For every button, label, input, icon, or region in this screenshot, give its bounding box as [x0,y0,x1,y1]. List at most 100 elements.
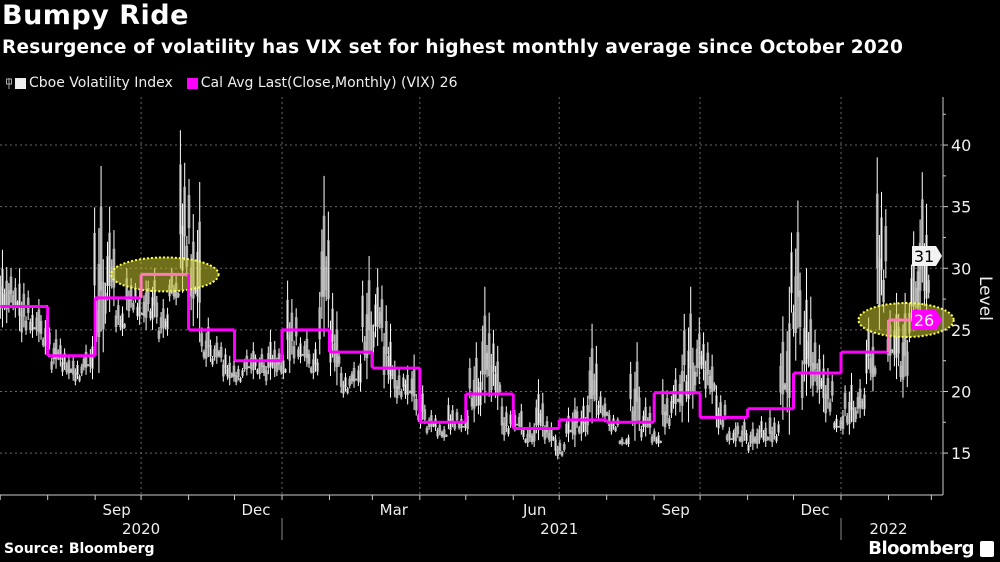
vix-candle-body [239,377,242,382]
vix-candle-body [228,362,232,379]
vix-candle-body [37,309,41,332]
vix-candle-body [144,292,148,318]
vix-candle-body [743,422,746,435]
vix-candle-body [211,358,214,365]
vix-week-bar [704,342,716,404]
monthly-avg-last-value-tag [912,310,942,331]
vix-week-bar [50,329,62,374]
vix-candle-body [556,448,560,457]
vix-candle-body [822,368,825,399]
vix-candle-body [751,428,755,444]
vix-candle-body [610,424,613,432]
vix-candle-body [78,376,81,381]
vix-candle-body [796,232,800,297]
vix-week-bar [790,200,802,361]
vix-candle-body [884,226,888,262]
vix-week-bar [318,175,330,355]
vix-week-bar [297,329,309,367]
vix-candle-body [697,333,701,368]
vix-candle-body [241,370,244,376]
vix-candle-body [788,323,791,398]
legend-label-monthly-avg: Cal Avg Last(Close,Monthly) (VIX) 26 [200,75,458,91]
vix-week-bar [254,348,266,380]
vix-candle-body [116,305,120,319]
vix-candle-body [468,367,472,389]
vix-candle-body [850,385,853,411]
y-tick-label: 35 [951,198,971,217]
vix-week-bar [650,428,662,447]
vix-candle-body [770,431,774,443]
vix-week-bar [93,166,105,374]
vix-candle-body [206,327,210,348]
vix-candle-body [682,330,686,365]
vix-week-bar [747,422,759,454]
vix-candle-body [63,353,66,365]
vix-candle-body [871,346,875,378]
vix-candle-body [599,396,602,408]
vix-candle-body [590,348,594,399]
vix-candle-body [232,365,236,377]
vix-candle-body [76,365,79,375]
y-tick-label: 20 [951,382,971,401]
vix-week-bar [532,379,545,447]
vix-candle-body [736,425,740,435]
vix-candle-body [273,349,277,369]
vix-candle-body [717,413,720,429]
vix-week-bar [104,206,116,324]
vix-candle-body [830,381,834,396]
vix-candle-body [629,373,632,400]
vix-week-bar [811,329,823,404]
vix-candle-body [395,385,399,399]
vix-candle-body [605,412,609,416]
vix-candle-body [918,242,922,291]
vix-candle-body [620,438,624,444]
vix-candle-body [562,444,566,450]
vix-candle-body [93,232,96,286]
vix-candle-body [875,193,879,268]
vix-candle-body [423,409,427,420]
vix-week-bar [447,397,459,435]
vix-week-bar [597,391,609,423]
vix-week-bar [854,379,866,423]
vix-week-bar [0,249,9,328]
vix-candle-body [766,437,770,440]
vix-candle-body [74,372,77,382]
vix-candle-body [209,344,212,357]
x-tick-label: Jun [522,501,546,519]
vix-candle-body [706,352,710,375]
vix-week-bar [640,397,652,441]
vix-candle-body [854,410,858,419]
ohlc-bar-icon [6,77,12,89]
vix-candle-body [449,419,452,430]
vix-candle-body [794,276,798,333]
vix-candle-body [927,280,931,293]
vix-candle-body [558,442,562,451]
vix-candle-body [734,428,738,442]
vix-candle-body [91,346,94,369]
vix-candle-body [161,308,165,329]
vix-candle-body [824,394,828,414]
vix-candle-body [436,430,439,437]
vix-week-bar [736,416,748,447]
vix-candle-body [768,417,772,434]
vix-candle-body [492,343,495,373]
vix-candle-body [687,350,690,399]
vix-candle-body [580,417,583,434]
vix-candle-body [277,353,281,365]
vix-candle-body [108,232,111,286]
vix-candle-body [215,342,219,358]
vix-candle-body [380,299,384,328]
vix-week-bar [682,286,695,423]
vix-candle-body [667,418,671,426]
vix-candle-body [663,411,667,428]
vix-week-bar [329,292,341,386]
vix-candle-body [500,406,504,426]
vix-candle-body [858,388,862,409]
vix-week-bar [586,323,598,435]
vix-candle-body [502,422,506,436]
vix-week-bar [286,280,298,374]
vix-candle-body [841,415,845,429]
vix-week-bar [157,299,169,343]
vix-candle-body [406,375,409,396]
vix-week-bar [361,255,373,380]
